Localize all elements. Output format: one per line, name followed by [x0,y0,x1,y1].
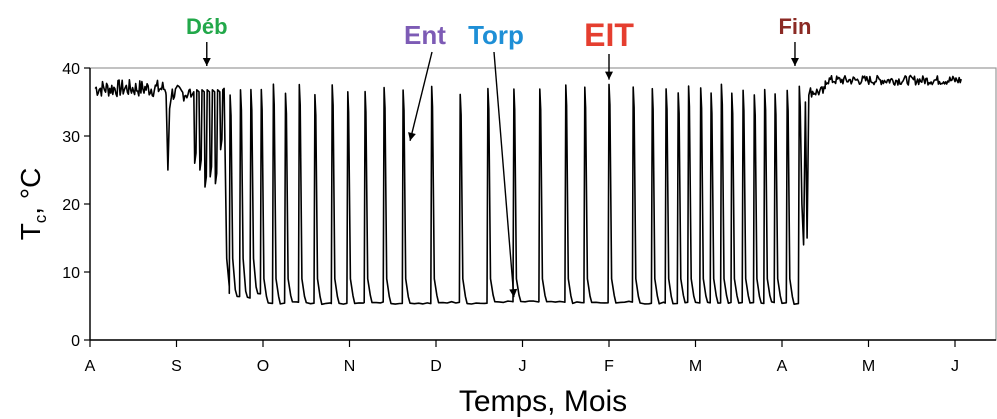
x-tick-label: D [430,358,442,375]
annotation-eit-label: EIT [584,17,634,53]
y-axis-title-main: T [15,223,46,240]
y-tick-label: 0 [71,333,80,350]
annotation-arrowhead [790,58,799,66]
x-tick-label: M [689,358,702,375]
x-tick-label: N [344,358,356,375]
y-tick-label: 30 [62,129,80,146]
y-tick-label: 20 [62,197,80,214]
y-tick-label: 10 [62,265,80,282]
annotation-ent-label: Ent [404,20,446,50]
x-tick-label: S [171,358,182,375]
y-tick-label: 40 [62,61,80,78]
x-tick-label: A [777,358,788,375]
y-axis-title-sub: c [31,214,50,223]
annotations: Déb Ent Torp EIT Fin [186,14,811,298]
annotation-arrowhead [408,132,416,141]
x-tick-label: M [862,358,875,375]
x-tick-label: J [519,358,527,375]
annotation-torp-label: Torp [468,20,524,50]
y-ticks: 0 10 20 30 40 [62,61,90,350]
x-tick-label: F [604,358,614,375]
x-tick-label: A [85,358,96,375]
y-axis-title: Tc, °C [15,168,50,241]
annotation-arrow [493,51,515,298]
temperature-line [94,74,962,306]
annotation-arrowhead [202,58,211,66]
x-tick-label: O [257,358,269,375]
annotation-fin-label: Fin [778,14,811,39]
annotation-arrow [409,51,433,141]
annotation-arrowhead [509,288,518,298]
x-tick-label: J [951,358,959,375]
annotation-db-label: Déb [186,14,228,39]
x-axis-title: Temps, Mois [459,385,627,418]
annotation-arrowhead [605,71,613,80]
y-axis-title-rest: , °C [15,168,46,215]
